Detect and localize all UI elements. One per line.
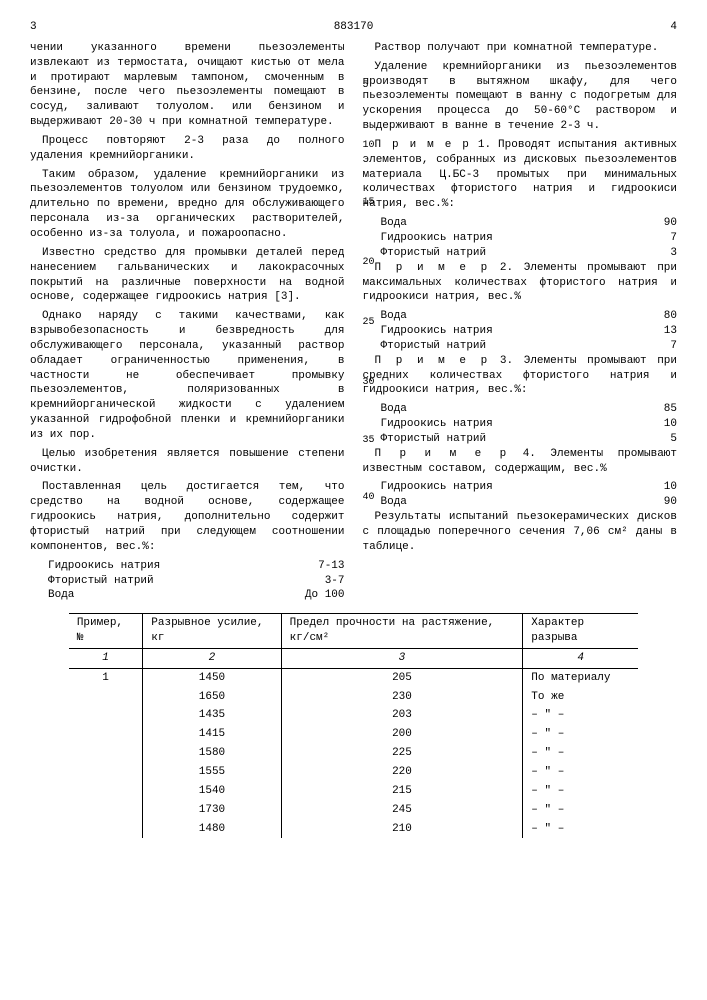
- ingredient-row: ВодаДо 100: [30, 588, 345, 603]
- table-header: Характер разрыва: [523, 614, 638, 649]
- line-number: 20: [363, 256, 375, 270]
- table-cell: [69, 820, 143, 839]
- table-cell: – " –: [523, 706, 638, 725]
- table-cell: 1: [69, 668, 143, 687]
- table-row: 1435203– " –: [69, 706, 638, 725]
- ingredient-row: Гидроокись натрия10: [363, 480, 678, 495]
- table-cell: [69, 763, 143, 782]
- table-cell: – " –: [523, 801, 638, 820]
- table-cell: [69, 688, 143, 707]
- table-row: 1580225– " –: [69, 744, 638, 763]
- line-number: 5: [363, 79, 369, 93]
- line-number: 15: [363, 196, 375, 210]
- body-text: Результаты испытаний пьезокерамических д…: [363, 510, 678, 555]
- results-table: Пример, № Разрывное усилие, кг Предел пр…: [69, 613, 638, 838]
- table-cell: [69, 706, 143, 725]
- table-cell: 1580: [143, 744, 281, 763]
- table-header: Предел прочности на растяжение, кг/см²: [281, 614, 523, 649]
- table-cell: 245: [281, 801, 523, 820]
- ingredient-row: Фтористый натрий3-7: [30, 574, 345, 589]
- table-cell: 1650: [143, 688, 281, 707]
- page-num-right: 4: [670, 20, 677, 35]
- table-cell: 1450: [143, 668, 281, 687]
- table-cell: – " –: [523, 744, 638, 763]
- table-cell: 200: [281, 725, 523, 744]
- left-column: чении указанного времени пьезоэлементы и…: [30, 41, 345, 603]
- ingredient-row: Вода80: [363, 309, 678, 324]
- table-row: 1415200– " –: [69, 725, 638, 744]
- table-row: 11450205По материалу: [69, 668, 638, 687]
- table-cell: По материалу: [523, 668, 638, 687]
- table-cell: То же: [523, 688, 638, 707]
- line-number: 30: [363, 376, 375, 390]
- table-colnum: 3: [281, 648, 523, 668]
- ingredient-row: Гидроокись натрия13: [363, 324, 678, 339]
- body-text: Известно средство для промывки деталей п…: [30, 246, 345, 305]
- example-heading: П р и м е р 4. Элементы промывают извест…: [363, 447, 678, 477]
- line-number: 40: [363, 491, 375, 505]
- body-text: Процесс повторяют 2-3 раза до полного уд…: [30, 134, 345, 164]
- ingredient-row: Вода90: [363, 216, 678, 231]
- table-cell: 225: [281, 744, 523, 763]
- table-cell: 1555: [143, 763, 281, 782]
- table-cell: 215: [281, 782, 523, 801]
- ingredient-row: Фтористый натрий5: [363, 432, 678, 447]
- table-cell: 1730: [143, 801, 281, 820]
- table-cell: – " –: [523, 763, 638, 782]
- table-cell: 220: [281, 763, 523, 782]
- body-text: Поставленная цель достигается тем, что с…: [30, 480, 345, 554]
- table-cell: [69, 782, 143, 801]
- ingredient-row: Вода85: [363, 402, 678, 417]
- patent-number: 883170: [334, 20, 374, 35]
- table-header: Разрывное усилие, кг: [143, 614, 281, 649]
- table-colnum: 4: [523, 648, 638, 668]
- table-cell: – " –: [523, 782, 638, 801]
- table-cell: 1415: [143, 725, 281, 744]
- page-num-left: 3: [30, 20, 37, 35]
- table-cell: [69, 744, 143, 763]
- ingredient-row: Гидроокись натрия7-13: [30, 559, 345, 574]
- body-text: Удаление кремнийорганики из пьезоэлемент…: [363, 60, 678, 134]
- ingredient-row: Вода90: [363, 495, 678, 510]
- example-heading: П р и м е р 3. Элементы промывают при ср…: [363, 354, 678, 399]
- body-text: Раствор получают при комнатной температу…: [363, 41, 678, 56]
- table-row: 1650230То же: [69, 688, 638, 707]
- right-column: 5 10 15 20 25 30 35 40 Раствор получают …: [363, 41, 678, 603]
- table-row: 1540215– " –: [69, 782, 638, 801]
- table-row: 1730245– " –: [69, 801, 638, 820]
- table-cell: – " –: [523, 725, 638, 744]
- table-colnum: 2: [143, 648, 281, 668]
- ingredient-row: Гидроокись натрия7: [363, 231, 678, 246]
- line-number: 10: [363, 139, 375, 153]
- table-cell: 1480: [143, 820, 281, 839]
- table-cell: 205: [281, 668, 523, 687]
- example-heading: П р и м е р 1. Проводят испытания активн…: [363, 138, 678, 212]
- table-cell: 1540: [143, 782, 281, 801]
- table-colnum: 1: [69, 648, 143, 668]
- body-text: Таким образом, удаление кремнийорганики …: [30, 168, 345, 242]
- table-cell: 210: [281, 820, 523, 839]
- ingredient-row: Фтористый натрий3: [363, 246, 678, 261]
- example-heading: П р и м е р 2. Элементы промывают при ма…: [363, 261, 678, 306]
- table-cell: [69, 725, 143, 744]
- table-cell: [69, 801, 143, 820]
- table-cell: – " –: [523, 820, 638, 839]
- ingredient-row: Фтористый натрий7: [363, 339, 678, 354]
- ingredient-row: Гидроокись натрия10: [363, 417, 678, 432]
- table-cell: 203: [281, 706, 523, 725]
- line-number: 35: [363, 434, 375, 448]
- body-text: Целью изобретения является повышение сте…: [30, 447, 345, 477]
- table-header: Пример, №: [69, 614, 143, 649]
- body-text: Однако наряду с такими качествами, как в…: [30, 309, 345, 443]
- table-cell: 230: [281, 688, 523, 707]
- table-cell: 1435: [143, 706, 281, 725]
- table-row: 1555220– " –: [69, 763, 638, 782]
- table-row: 1480210– " –: [69, 820, 638, 839]
- line-number: 25: [363, 316, 375, 330]
- body-text: чении указанного времени пьезоэлементы и…: [30, 41, 345, 130]
